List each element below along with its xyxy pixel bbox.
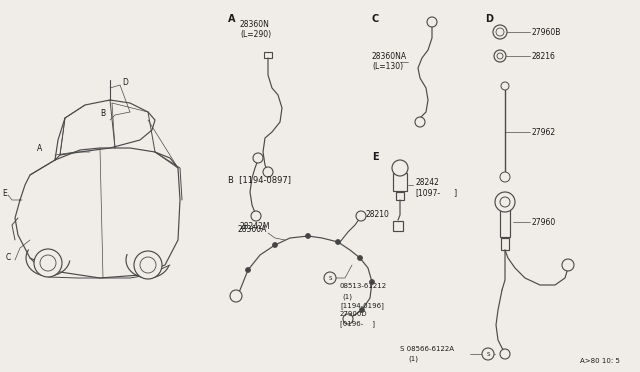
Circle shape xyxy=(500,349,510,359)
Circle shape xyxy=(360,308,365,312)
Text: (1): (1) xyxy=(342,293,352,299)
Circle shape xyxy=(415,117,425,127)
Text: (L=130): (L=130) xyxy=(372,62,403,71)
Circle shape xyxy=(34,249,62,277)
Circle shape xyxy=(369,279,374,285)
Circle shape xyxy=(246,267,250,273)
Bar xyxy=(393,221,403,231)
Text: ]: ] xyxy=(447,188,457,197)
Text: [0196-    ]: [0196- ] xyxy=(340,320,375,327)
Circle shape xyxy=(495,192,515,212)
Text: A: A xyxy=(36,144,42,153)
Circle shape xyxy=(356,211,366,221)
Bar xyxy=(396,192,404,200)
Text: (L=290): (L=290) xyxy=(240,30,271,39)
Circle shape xyxy=(343,314,353,324)
Text: B  [1194-0897]: B [1194-0897] xyxy=(228,175,291,184)
Bar xyxy=(393,173,407,191)
Circle shape xyxy=(263,167,273,177)
Circle shape xyxy=(134,251,162,279)
Text: A>80 10: 5: A>80 10: 5 xyxy=(580,358,620,364)
Text: (1): (1) xyxy=(408,356,418,362)
Text: 27960: 27960 xyxy=(532,218,556,227)
Circle shape xyxy=(482,348,494,360)
Circle shape xyxy=(494,50,506,62)
Text: S 08566-6122A: S 08566-6122A xyxy=(400,346,454,352)
Circle shape xyxy=(500,197,510,207)
Text: D: D xyxy=(122,77,128,87)
Circle shape xyxy=(40,255,56,271)
Circle shape xyxy=(305,234,310,238)
Text: 28360A: 28360A xyxy=(238,225,268,234)
Circle shape xyxy=(358,256,362,260)
Circle shape xyxy=(500,172,510,182)
Text: 28360NA: 28360NA xyxy=(372,52,407,61)
Text: E: E xyxy=(372,152,379,162)
Circle shape xyxy=(392,160,408,176)
Circle shape xyxy=(253,153,263,163)
Text: C: C xyxy=(6,253,12,262)
Circle shape xyxy=(501,82,509,90)
Text: [1194-0196]: [1194-0196] xyxy=(340,302,384,309)
Text: 08513-61212: 08513-61212 xyxy=(340,283,387,289)
Circle shape xyxy=(251,211,261,221)
Circle shape xyxy=(497,53,503,59)
Text: C: C xyxy=(372,14,380,24)
Bar xyxy=(264,52,272,58)
Text: 27900D: 27900D xyxy=(340,311,367,317)
Circle shape xyxy=(496,28,504,36)
Text: 28216: 28216 xyxy=(532,52,556,61)
Text: E: E xyxy=(2,189,7,198)
Text: 27960B: 27960B xyxy=(532,28,561,37)
Circle shape xyxy=(140,257,156,273)
Text: S: S xyxy=(328,276,332,280)
Text: 28242M: 28242M xyxy=(240,222,271,231)
Text: D: D xyxy=(485,14,493,24)
Circle shape xyxy=(493,25,507,39)
Circle shape xyxy=(335,240,340,244)
Text: [1097-: [1097- xyxy=(415,188,440,197)
Bar xyxy=(500,207,510,237)
Text: 28242: 28242 xyxy=(415,178,439,187)
Bar xyxy=(501,238,509,250)
Circle shape xyxy=(324,272,336,284)
Circle shape xyxy=(427,17,437,27)
Text: B: B xyxy=(100,109,105,118)
Circle shape xyxy=(230,290,242,302)
Text: 28210: 28210 xyxy=(365,210,389,219)
Text: 27962: 27962 xyxy=(532,128,556,137)
Text: 28360N: 28360N xyxy=(240,20,270,29)
Text: A: A xyxy=(228,14,236,24)
Circle shape xyxy=(273,243,278,247)
Circle shape xyxy=(562,259,574,271)
Text: S: S xyxy=(486,352,490,356)
